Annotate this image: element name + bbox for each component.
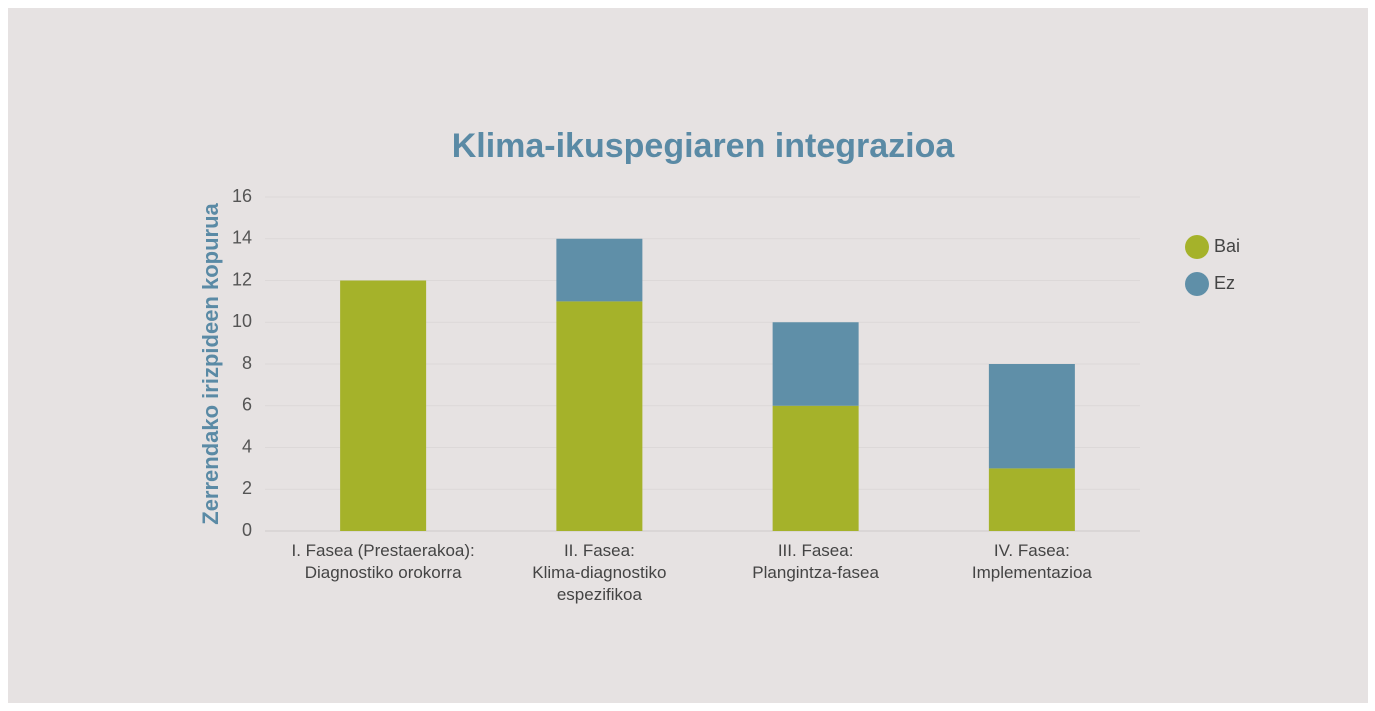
y-tick-label: 14 — [232, 228, 252, 248]
y-tick-label: 2 — [242, 478, 252, 498]
y-tick-label: 0 — [242, 520, 252, 540]
x-tick-label: III. Fasea: Plangintza-fasea — [752, 541, 879, 582]
y-tick-label: 4 — [242, 436, 252, 456]
y-tick-label: 12 — [232, 269, 252, 289]
bar-segment — [340, 280, 427, 531]
bar-segment — [772, 405, 859, 531]
bar-segment — [772, 322, 859, 406]
chart-title: Klima-ikuspegiaren integrazioa — [452, 127, 956, 165]
bar-segment — [988, 468, 1075, 531]
x-tick-label: I. Fasea (Prestaerakoa): Diagnostiko oro… — [291, 541, 475, 582]
panel — [8, 8, 1368, 703]
bar-segment — [556, 238, 643, 302]
x-tick-label: IV. Fasea: Implementazioa — [971, 541, 1092, 582]
bar-segment — [556, 301, 643, 531]
legend-label: Bai — [1214, 236, 1240, 256]
y-axis-label: Zerrendako irizpideen kopurua — [198, 202, 223, 524]
legend-marker — [1185, 235, 1209, 259]
legend-marker — [1185, 272, 1209, 296]
bar-segment — [988, 364, 1075, 469]
y-tick-label: 10 — [232, 311, 252, 331]
legend-label: Ez — [1214, 273, 1235, 293]
y-tick-label: 8 — [242, 353, 252, 373]
x-tick-label: II. Fasea: Klima-diagnostiko espezifikoa — [532, 541, 667, 604]
y-tick-label: 6 — [242, 395, 252, 415]
y-tick-label: 16 — [232, 186, 252, 206]
